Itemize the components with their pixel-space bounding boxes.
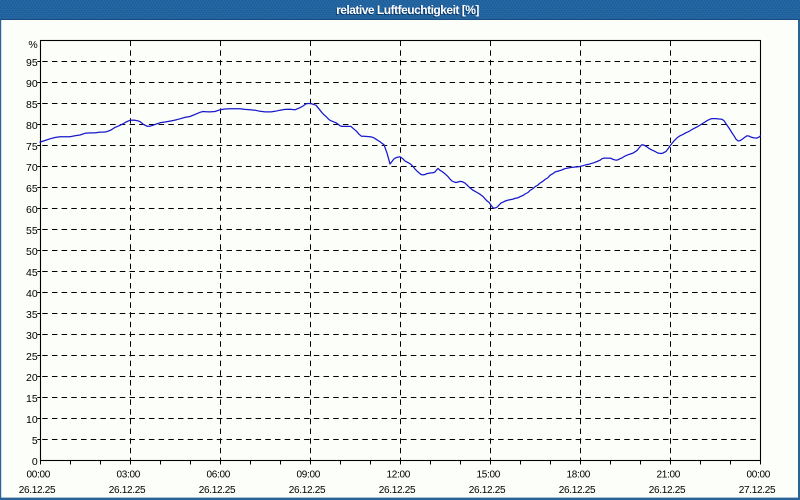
svg-text:26.12.25: 26.12.25 — [469, 485, 506, 496]
svg-text:relative Luftfeuchtigkeit [%]: relative Luftfeuchtigkeit [%] — [335, 4, 478, 18]
svg-text:65: 65 — [26, 183, 38, 195]
svg-text:55: 55 — [26, 225, 38, 237]
svg-text:15:00: 15:00 — [477, 470, 501, 481]
svg-text:95: 95 — [26, 57, 38, 69]
svg-text:60: 60 — [26, 204, 38, 216]
svg-text:80: 80 — [26, 120, 38, 132]
svg-text:35: 35 — [26, 309, 38, 321]
svg-text:85: 85 — [26, 99, 38, 111]
svg-text:75: 75 — [26, 141, 38, 153]
svg-text:26.12.25: 26.12.25 — [649, 485, 686, 496]
svg-text:30: 30 — [26, 330, 38, 342]
svg-text:45: 45 — [26, 267, 38, 279]
svg-text:03:00: 03:00 — [117, 470, 141, 481]
svg-text:27.12.25: 27.12.25 — [739, 485, 776, 496]
svg-text:26.12.25: 26.12.25 — [289, 485, 326, 496]
svg-text:26.12.25: 26.12.25 — [19, 485, 56, 496]
svg-text:10: 10 — [26, 414, 38, 426]
svg-text:0: 0 — [32, 456, 38, 468]
svg-text:15: 15 — [26, 393, 38, 405]
svg-text:26.12.25: 26.12.25 — [559, 485, 596, 496]
svg-text:09:00: 09:00 — [297, 470, 321, 481]
svg-text:5: 5 — [32, 435, 38, 447]
svg-text:26.12.25: 26.12.25 — [379, 485, 416, 496]
svg-text:00:00: 00:00 — [27, 470, 51, 481]
svg-text:90: 90 — [26, 78, 38, 90]
svg-text:06:00: 06:00 — [207, 470, 231, 481]
svg-text:00:00: 00:00 — [747, 470, 771, 481]
svg-text:25: 25 — [26, 351, 38, 363]
svg-text:50: 50 — [26, 246, 38, 258]
svg-text:12:00: 12:00 — [387, 470, 411, 481]
svg-text:relative Luftfeuchtigkeit [%]: relative Luftfeuchtigkeit [%] — [336, 3, 479, 17]
svg-text:26.12.25: 26.12.25 — [109, 485, 146, 496]
svg-text:20: 20 — [26, 372, 38, 384]
svg-text:26.12.25: 26.12.25 — [199, 485, 236, 496]
svg-text:21:00: 21:00 — [657, 470, 681, 481]
svg-text:70: 70 — [26, 162, 38, 174]
svg-text:18:00: 18:00 — [567, 470, 591, 481]
svg-text:%: % — [28, 39, 37, 51]
svg-text:40: 40 — [26, 288, 38, 300]
